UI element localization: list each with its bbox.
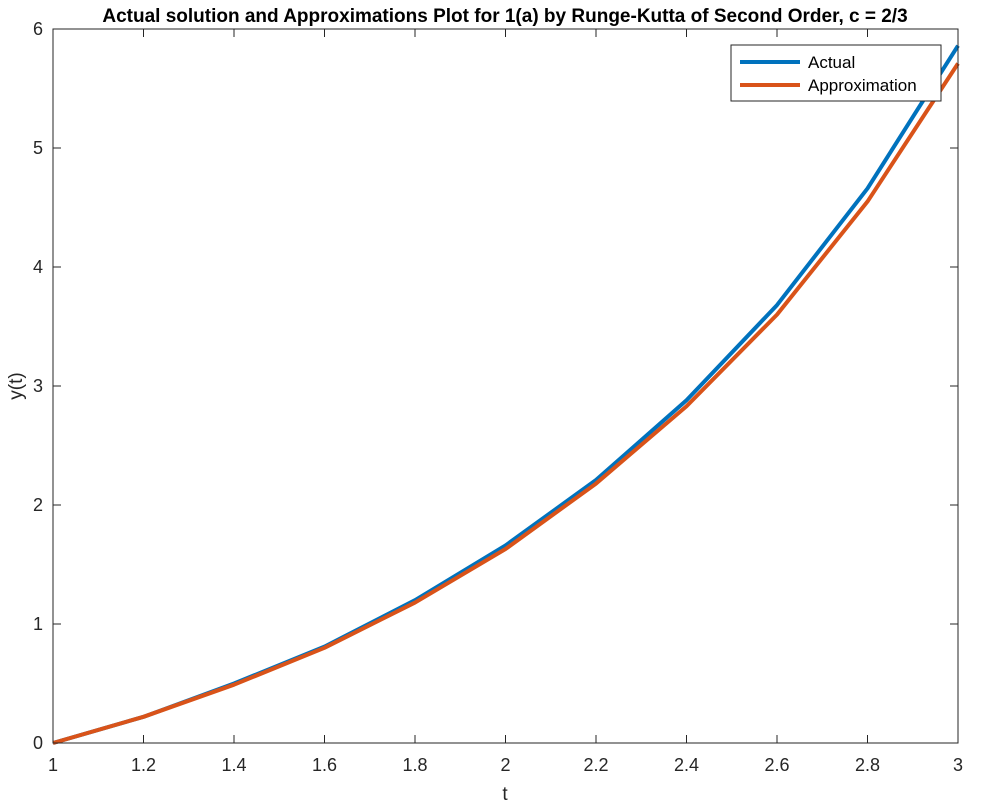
y-tick-label: 4 <box>33 257 43 277</box>
x-tick-label: 2 <box>500 755 510 775</box>
plot-area <box>53 29 958 743</box>
x-tick-label: 2.6 <box>764 755 789 775</box>
x-tick-label: 2.4 <box>674 755 699 775</box>
x-tick-label: 1.6 <box>312 755 337 775</box>
x-tick-label: 1.2 <box>131 755 156 775</box>
legend-label-approximation: Approximation <box>808 76 917 95</box>
y-tick-label: 1 <box>33 614 43 634</box>
series-line-approximation <box>52 62 960 745</box>
y-tick-label: 0 <box>33 733 43 753</box>
y-axis-label: y(t) <box>6 372 27 399</box>
legend-box <box>730 44 942 102</box>
x-tick-label: 1.8 <box>402 755 427 775</box>
series-layer <box>52 44 960 745</box>
x-tick-label: 3 <box>953 755 963 775</box>
chart-title: Actual solution and Approximations Plot … <box>102 6 907 27</box>
legend: Actual Approximation <box>730 44 942 102</box>
y-tick-label: 5 <box>33 138 43 158</box>
x-tick-label: 2.8 <box>855 755 880 775</box>
y-tick-label: 3 <box>33 376 43 396</box>
legend-label-actual: Actual <box>808 53 855 72</box>
y-tick-label: 6 <box>33 19 43 39</box>
x-tick-label: 1 <box>48 755 58 775</box>
y-tick-label: 2 <box>33 495 43 515</box>
x-tick-label: 1.4 <box>221 755 246 775</box>
x-tick-label: 2.2 <box>583 755 608 775</box>
x-axis-label: t <box>502 784 508 804</box>
